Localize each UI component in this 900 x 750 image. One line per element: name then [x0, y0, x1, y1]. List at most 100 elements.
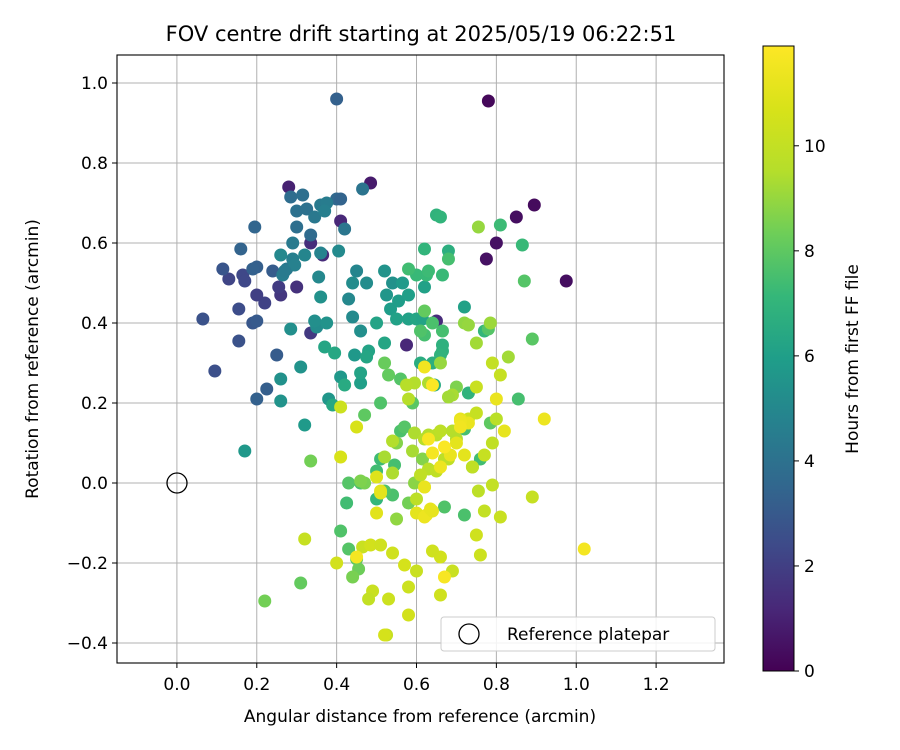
data-point	[384, 302, 398, 316]
data-point	[489, 236, 503, 250]
data-point	[433, 424, 447, 438]
data-point	[483, 316, 497, 330]
data-point	[250, 288, 264, 302]
data-point	[300, 202, 314, 216]
data-point	[435, 268, 449, 282]
data-point	[274, 372, 288, 386]
data-point	[374, 486, 388, 500]
data-point	[425, 378, 439, 392]
data-point	[400, 338, 414, 352]
data-point	[296, 188, 310, 202]
x-tick-label: 0.8	[483, 675, 510, 695]
data-points	[196, 92, 591, 642]
data-point	[433, 460, 447, 474]
data-point	[298, 248, 312, 262]
data-point	[437, 570, 451, 584]
data-point	[290, 280, 304, 294]
data-point	[477, 448, 491, 462]
data-point	[435, 324, 449, 338]
data-point	[390, 312, 404, 326]
data-point	[400, 378, 414, 392]
colorbar-ticks: 0 2 4 6 8 10	[794, 137, 826, 682]
x-tick-label: 0.2	[243, 675, 270, 695]
data-point	[364, 538, 378, 552]
data-point	[469, 336, 483, 350]
data-point	[334, 192, 348, 206]
data-point	[346, 276, 360, 290]
data-point	[417, 280, 431, 294]
data-point	[354, 324, 368, 338]
data-point	[284, 190, 298, 204]
data-point	[402, 262, 416, 276]
y-tick-label: −0.4	[67, 634, 108, 654]
y-tick-label: 1.0	[81, 74, 108, 94]
x-tick-label: 0.4	[323, 675, 350, 695]
data-point	[461, 318, 475, 332]
colorbar-gradient	[762, 45, 795, 672]
data-point	[410, 564, 424, 578]
data-point	[342, 542, 356, 556]
data-point	[577, 542, 591, 556]
data-point	[465, 460, 479, 474]
data-point	[330, 92, 344, 106]
data-point	[497, 424, 511, 438]
data-point	[348, 348, 362, 362]
plot-frame	[116, 54, 725, 664]
data-point	[354, 376, 368, 390]
data-point	[471, 484, 485, 498]
data-point	[328, 346, 342, 360]
data-point	[278, 264, 292, 278]
data-point	[421, 264, 435, 278]
data-point	[304, 228, 318, 242]
x-axis-ticks: 0.0 0.2 0.4 0.6 0.8 1.0 1.2	[163, 663, 670, 695]
data-point	[481, 94, 495, 108]
data-point	[370, 316, 384, 330]
data-point	[370, 506, 384, 520]
data-point	[260, 382, 274, 396]
data-point	[222, 272, 236, 286]
data-point	[266, 264, 280, 278]
data-point	[417, 360, 431, 374]
colorbar-tick-label: 8	[804, 242, 815, 262]
y-tick-label: 0.0	[81, 474, 108, 494]
data-point	[258, 296, 272, 310]
data-point	[437, 500, 451, 514]
y-axis-label: Rotation from reference (arcmin)	[23, 219, 43, 499]
data-point	[354, 366, 368, 380]
data-point	[356, 182, 370, 196]
data-point	[374, 538, 388, 552]
data-point	[370, 470, 384, 484]
data-point	[248, 220, 262, 234]
data-point	[318, 340, 332, 354]
data-point	[250, 314, 264, 328]
data-point	[437, 440, 451, 454]
data-point	[425, 544, 439, 558]
data-point	[457, 448, 471, 462]
y-tick-label: 0.4	[81, 314, 108, 334]
data-point	[294, 360, 308, 374]
colorbar-tick-label: 2	[804, 557, 815, 577]
data-point	[284, 322, 298, 336]
x-tick-label: 1.0	[563, 675, 590, 695]
data-point	[232, 302, 246, 316]
data-point	[378, 628, 392, 642]
data-point	[433, 356, 447, 370]
data-point	[473, 548, 487, 562]
data-point	[340, 496, 354, 510]
data-point	[298, 418, 312, 432]
data-point	[216, 262, 230, 276]
data-point	[410, 492, 424, 506]
data-point	[425, 504, 439, 518]
data-point	[232, 334, 246, 348]
data-point	[258, 594, 272, 608]
data-point	[382, 592, 396, 606]
y-tick-label: 0.8	[81, 154, 108, 174]
x-tick-label: 1.2	[643, 675, 670, 695]
data-point	[330, 556, 344, 570]
data-point	[246, 262, 260, 276]
data-point	[489, 412, 503, 426]
data-point	[417, 480, 431, 494]
data-point	[378, 264, 392, 278]
data-point	[360, 276, 374, 290]
